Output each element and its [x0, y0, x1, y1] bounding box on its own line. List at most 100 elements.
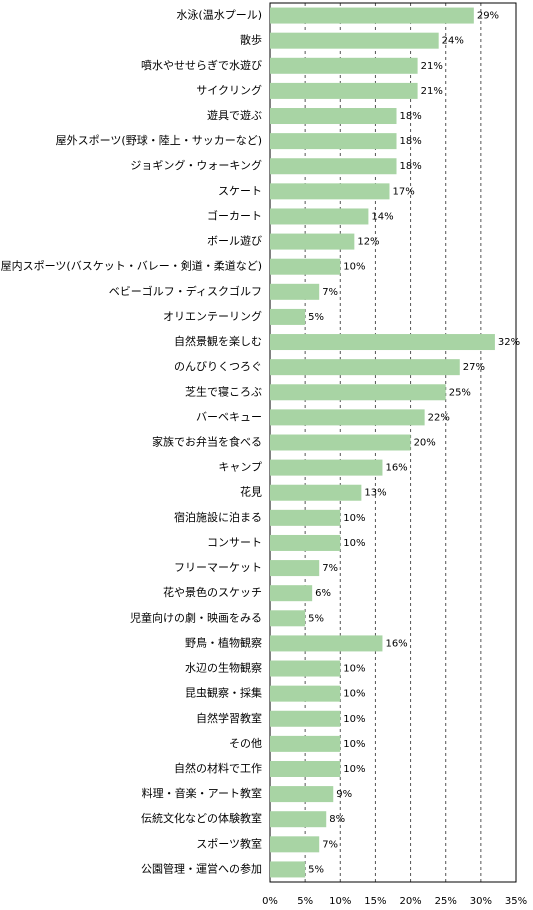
- value-label: 18%: [400, 161, 422, 172]
- y-tick-label: その他: [229, 737, 262, 750]
- y-tick-label: 屋内スポーツ(バスケット・バレー・剣道・柔道など): [1, 259, 262, 273]
- y-tick-label: ベビーゴルフ・ディスクゴルフ: [109, 284, 262, 298]
- bar: [270, 359, 460, 376]
- value-label: 13%: [364, 488, 386, 499]
- y-tick-label: 散歩: [240, 33, 262, 47]
- y-tick-label: のんびりくつろぐ: [174, 360, 262, 373]
- x-tick-label: 15%: [364, 896, 386, 907]
- y-tick-label: バーベキュー: [196, 410, 262, 423]
- bar: [270, 82, 418, 99]
- value-label: 32%: [498, 337, 520, 348]
- bar: [270, 334, 495, 351]
- bar: [270, 384, 446, 401]
- bar: [270, 7, 474, 24]
- bar: [270, 660, 341, 677]
- value-label: 24%: [442, 36, 464, 47]
- value-label: 21%: [421, 61, 443, 72]
- bar: [270, 560, 320, 577]
- value-label: 5%: [308, 312, 324, 323]
- bar: [270, 710, 341, 727]
- bar: [270, 308, 306, 325]
- value-label: 20%: [414, 438, 436, 449]
- value-label: 5%: [308, 613, 324, 624]
- bar: [270, 635, 383, 652]
- value-label: 27%: [463, 362, 485, 373]
- value-label: 22%: [428, 412, 450, 423]
- value-label: 7%: [322, 287, 338, 298]
- value-label: 10%: [343, 538, 365, 549]
- x-tick-label: 20%: [399, 896, 421, 907]
- x-tick-label: 0%: [262, 896, 278, 907]
- bar: [270, 133, 397, 150]
- x-tick-label: 5%: [297, 896, 313, 907]
- bar: [270, 534, 341, 551]
- bar: [270, 610, 306, 627]
- y-tick-label: 料理・音楽・アート教室: [142, 786, 262, 800]
- value-label: 10%: [343, 664, 365, 675]
- y-tick-label: ジョギング・ウォーキング: [130, 158, 262, 172]
- y-tick-label: コンサート: [207, 536, 262, 549]
- bar: [270, 685, 341, 702]
- y-tick-label: 宿泊施設に泊まる: [174, 510, 262, 524]
- y-tick-label: 花見: [240, 486, 262, 499]
- bar: [270, 434, 411, 451]
- y-tick-label: 水辺の生物観察: [185, 661, 262, 675]
- value-label: 18%: [400, 136, 422, 147]
- y-tick-label: 野鳥・植物観察: [185, 635, 262, 649]
- value-label: 29%: [477, 11, 499, 22]
- bar: [270, 836, 320, 853]
- value-label: 12%: [357, 237, 379, 248]
- value-label: 10%: [343, 262, 365, 273]
- y-tick-label: 芝生で寝ころぶ: [185, 384, 262, 398]
- value-label: 10%: [343, 764, 365, 775]
- value-label: 25%: [449, 387, 471, 398]
- y-tick-label: ゴーカート: [207, 208, 262, 222]
- y-tick-label: 自然の材料で工作: [174, 761, 262, 775]
- y-tick-label: ボール遊び: [207, 234, 262, 248]
- y-tick-label: 遊具で遊ぶ: [207, 108, 262, 122]
- bar: [270, 861, 306, 878]
- value-label: 14%: [371, 211, 393, 222]
- y-tick-label: 花や景色のスケッチ: [163, 585, 262, 599]
- x-tick-label: 35%: [505, 896, 527, 907]
- bar: [270, 283, 320, 300]
- bar: [270, 57, 418, 74]
- bar: [270, 409, 425, 426]
- bar: [270, 786, 334, 803]
- y-tick-label: 水泳(温水プール): [176, 8, 262, 22]
- bar: [270, 760, 341, 777]
- value-label: 8%: [329, 814, 345, 825]
- y-tick-label: スポーツ教室: [196, 836, 262, 850]
- bar: [270, 108, 397, 125]
- bar: [270, 158, 397, 175]
- value-label: 10%: [343, 689, 365, 700]
- y-tick-label: 自然景観を楽しむ: [174, 334, 262, 348]
- y-tick-label: 自然学習教室: [196, 711, 262, 725]
- bar: [270, 258, 341, 275]
- y-tick-label: 家族でお弁当を食べる: [152, 435, 262, 449]
- y-tick-label: オリエンテーリング: [163, 309, 262, 323]
- y-tick-label: サイクリング: [196, 83, 262, 97]
- bar: [270, 811, 327, 828]
- bar: [270, 484, 362, 501]
- value-label: 10%: [343, 739, 365, 750]
- bar: [270, 233, 355, 250]
- value-label: 16%: [385, 463, 407, 474]
- bar: [270, 32, 439, 49]
- x-tick-label: 25%: [435, 896, 457, 907]
- value-label: 7%: [322, 563, 338, 574]
- value-label: 9%: [336, 789, 352, 800]
- y-tick-label: スケート: [218, 184, 262, 197]
- value-label: 10%: [343, 513, 365, 524]
- y-tick-label: 児童向けの劇・映画をみる: [130, 610, 262, 624]
- value-label: 10%: [343, 714, 365, 725]
- bar: [270, 735, 341, 752]
- bar: [270, 509, 341, 526]
- value-label: 16%: [385, 638, 407, 649]
- x-tick-label: 10%: [329, 896, 351, 907]
- y-tick-label: 伝統文化などの体験教室: [141, 811, 262, 825]
- y-tick-label: 屋外スポーツ(野球・陸上・サッカーなど): [56, 133, 262, 147]
- y-tick-label: 噴水やせせらぎで水遊び: [141, 58, 262, 72]
- bar: [270, 183, 390, 200]
